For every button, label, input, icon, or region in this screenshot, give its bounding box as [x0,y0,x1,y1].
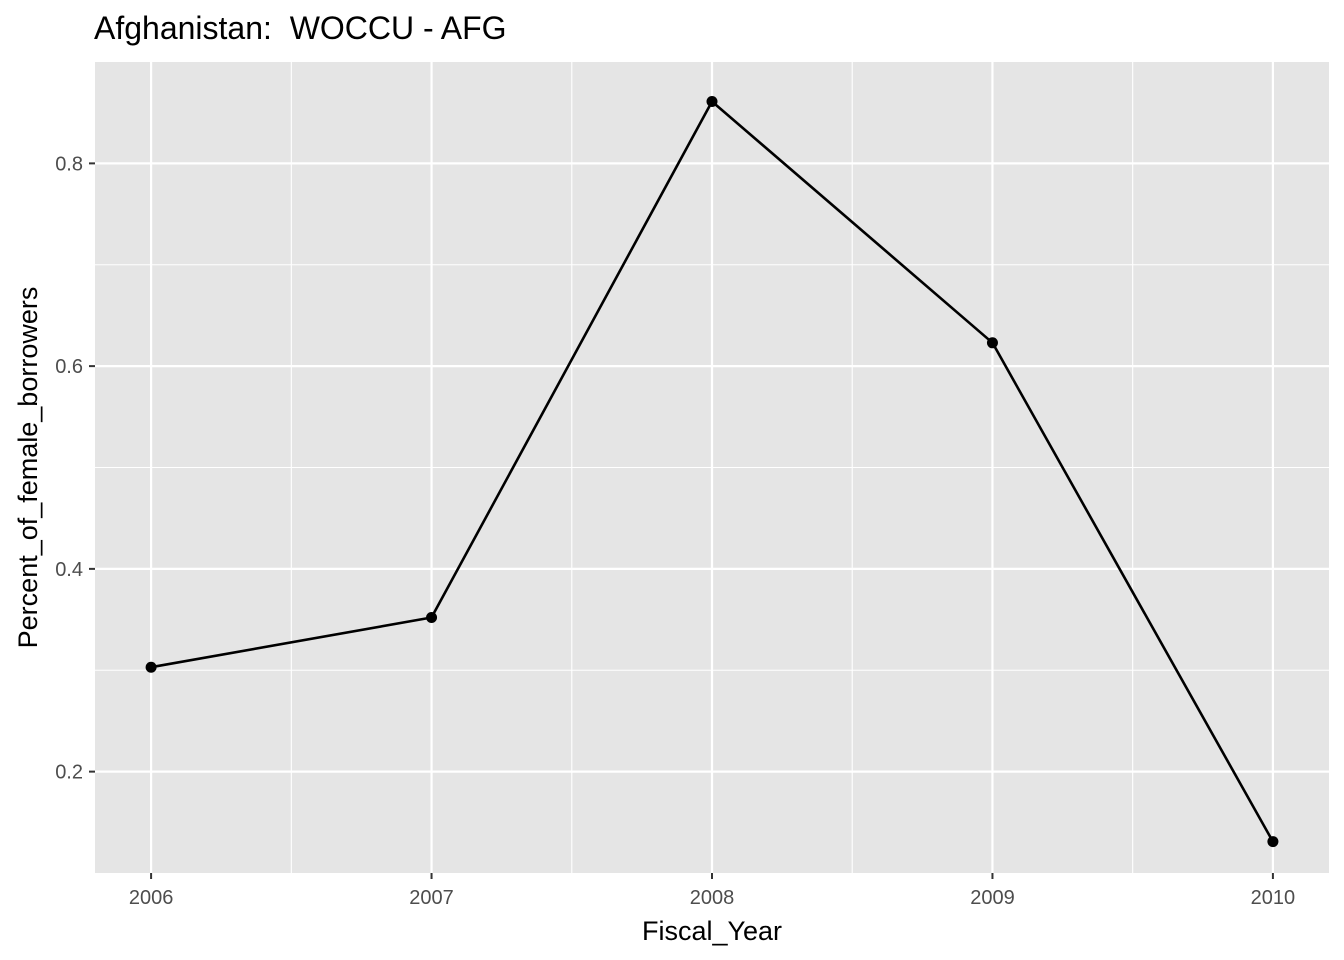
y-tick-label: 0.4 [55,559,83,581]
y-tick-label: 0.6 [55,356,83,378]
y-tick-label: 0.8 [55,153,83,175]
data-series [145,96,1279,848]
x-tick-label: 2007 [409,887,454,909]
x-tick-label: 2009 [970,887,1015,909]
x-tick-label: 2010 [1251,887,1296,909]
data-point [986,337,998,349]
y-axis-title: Percent_of_female_borrowers [13,287,43,649]
x-tick-label: 2006 [129,887,174,909]
y-tick-label: 0.2 [55,762,83,784]
x-axis-title: Fiscal_Year [642,916,782,946]
data-point [145,661,157,673]
x-tick-label: 2008 [690,887,735,909]
chart-title: Afghanistan: WOCCU - AFG [94,10,507,46]
axes: 2006 2007 2008 2009 2010 0.2 0.4 0.6 0.8 [55,153,1295,909]
data-point [706,96,718,108]
major-gridlines [95,62,1329,873]
data-point [1267,836,1279,848]
data-point [426,612,438,624]
minor-gridlines [95,62,1329,873]
